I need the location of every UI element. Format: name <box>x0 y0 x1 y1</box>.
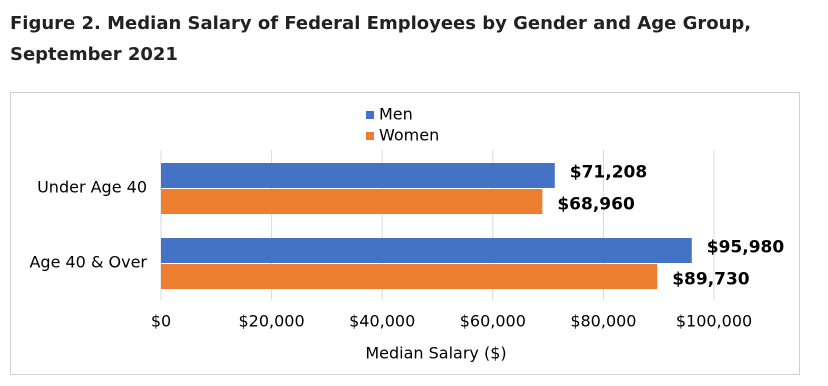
legend-label: Men <box>379 105 413 124</box>
x-tick-label: $20,000 <box>239 312 305 331</box>
bar <box>161 264 658 289</box>
bar <box>161 189 543 214</box>
y-tick-label: Age 40 & Over <box>29 253 147 272</box>
chart-title: Figure 2. Median Salary of Federal Emplo… <box>10 13 752 65</box>
chart-frame <box>10 92 800 375</box>
x-tick-label: $80,000 <box>570 312 636 331</box>
value-label: $95,980 <box>707 238 785 258</box>
x-axis-label: Median Salary ($) <box>365 344 506 363</box>
x-tick-label: $60,000 <box>460 312 526 331</box>
legend-swatch <box>366 132 374 140</box>
bar <box>161 238 692 263</box>
legend-label: Women <box>379 126 439 145</box>
value-label: $71,208 <box>570 163 647 183</box>
bar <box>161 163 555 188</box>
value-label: $89,730 <box>672 270 750 290</box>
x-tick-label: $40,000 <box>349 312 415 331</box>
y-tick-label: Under Age 40 <box>37 178 147 197</box>
x-tick-label: $0 <box>151 312 171 331</box>
value-label: $68,960 <box>557 195 635 215</box>
legend-swatch <box>366 111 374 119</box>
x-tick-label: $100,000 <box>676 312 752 331</box>
